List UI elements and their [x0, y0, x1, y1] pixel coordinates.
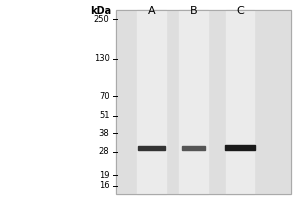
- Bar: [116, 10, 291, 194]
- Text: A: A: [148, 6, 155, 16]
- Bar: [179, 10, 208, 194]
- Bar: [116, 10, 291, 194]
- Text: 38: 38: [99, 129, 110, 138]
- Text: 28: 28: [99, 147, 110, 156]
- Text: 51: 51: [99, 111, 110, 120]
- Bar: [137, 10, 166, 194]
- Text: 250: 250: [94, 15, 109, 24]
- Text: B: B: [190, 6, 197, 16]
- Text: 130: 130: [94, 54, 109, 63]
- Text: kDa: kDa: [90, 6, 111, 16]
- Text: C: C: [236, 6, 244, 16]
- Text: 16: 16: [99, 181, 110, 190]
- Bar: [225, 145, 255, 150]
- Text: 19: 19: [99, 171, 110, 180]
- Bar: [138, 146, 165, 150]
- Bar: [226, 10, 254, 194]
- Bar: [182, 146, 205, 150]
- Text: 70: 70: [99, 92, 110, 101]
